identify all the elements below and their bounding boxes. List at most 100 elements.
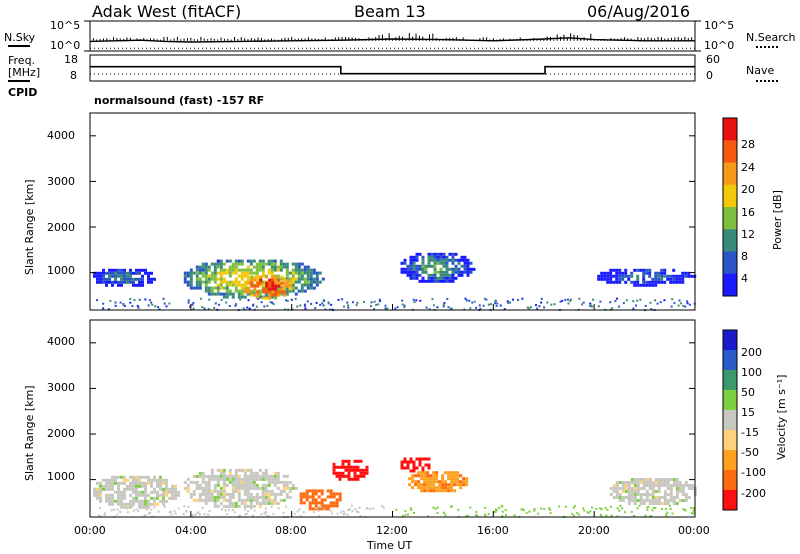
heatmap-cell <box>460 270 464 274</box>
power-heatmap <box>93 252 697 312</box>
heatmap-cell <box>329 509 332 512</box>
heatmap-cell <box>588 305 591 308</box>
heatmap-cell <box>204 495 208 499</box>
heatmap-cell <box>675 493 679 496</box>
heatmap-cell <box>153 478 156 482</box>
power-cbar-tick-12: 12 <box>741 228 755 241</box>
heatmap-cell <box>415 273 419 277</box>
heatmap-cell <box>359 515 362 518</box>
heatmap-cell <box>582 301 585 304</box>
xtick-6: 00:00 <box>678 524 710 537</box>
heatmap-cell <box>648 499 652 502</box>
heatmap-cell <box>268 296 272 300</box>
heatmap-cell <box>132 499 135 503</box>
heatmap-cell <box>138 298 141 301</box>
heatmap-cell <box>207 492 211 496</box>
heatmap-cell <box>105 484 108 488</box>
heatmap-cell <box>237 480 241 484</box>
heatmap-cell <box>111 493 114 497</box>
heatmap-cell <box>238 514 241 517</box>
heatmap-cell <box>409 261 413 265</box>
heatmap-cell <box>638 504 641 507</box>
heatmap-cell <box>243 483 247 487</box>
velocity-ylabel: Slant Range [km] <box>23 385 36 481</box>
heatmap-cell <box>651 283 655 287</box>
heatmap-cell <box>347 462 351 466</box>
heatmap-cell <box>417 474 421 478</box>
heatmap-cell <box>220 299 223 301</box>
heatmap-cell <box>302 492 306 496</box>
heatmap-cell <box>426 486 430 490</box>
heatmap-cell <box>195 474 199 478</box>
heatmap-cell <box>285 292 289 296</box>
heatmap-cell <box>282 486 286 490</box>
heatmap-cell <box>633 484 637 487</box>
heatmap-cell <box>153 277 156 281</box>
heatmap-cell <box>268 287 272 291</box>
heatmap-cell <box>639 283 643 287</box>
heatmap-cell <box>207 274 211 278</box>
heatmap-cell <box>204 280 208 284</box>
heatmap-cell <box>429 486 433 490</box>
heatmap-cell <box>344 474 348 478</box>
heatmap-cell <box>216 271 220 275</box>
heatmap-cell <box>657 502 661 505</box>
heatmap-cell <box>442 279 446 283</box>
heatmap-cell <box>108 496 111 500</box>
velocity-cbar-tick-neg50: -50 <box>741 446 759 459</box>
heatmap-cell <box>237 259 241 263</box>
colorbar-swatch <box>723 390 737 411</box>
heatmap-cell <box>216 492 220 496</box>
heatmap-cell <box>147 280 150 284</box>
heatmap-cell <box>460 258 464 262</box>
heatmap-cell <box>126 280 129 284</box>
heatmap-cell <box>274 290 278 294</box>
heatmap-cell <box>466 514 469 517</box>
heatmap-cell <box>618 271 622 275</box>
heatmap-cell <box>663 280 667 284</box>
heatmap-cell <box>335 492 339 496</box>
heatmap-cell <box>247 287 251 291</box>
heatmap-cell <box>294 271 298 275</box>
heatmap-cell <box>644 304 647 307</box>
heatmap-cell <box>216 474 220 478</box>
heatmap-cell <box>171 484 174 488</box>
heatmap-cell <box>117 271 120 275</box>
heatmap-cell <box>249 483 253 487</box>
heatmap-cell <box>686 302 689 305</box>
heatmap-cell <box>666 484 670 487</box>
heatmap-cell <box>663 299 666 302</box>
heatmap-cell <box>283 284 287 288</box>
heatmap-cell <box>213 489 217 493</box>
heatmap-cell <box>291 486 295 490</box>
heatmap-cell <box>255 265 259 269</box>
heatmap-cell <box>273 259 277 263</box>
heatmap-cell <box>678 277 682 281</box>
heatmap-cell <box>642 499 646 502</box>
heatmap-cell <box>648 487 652 490</box>
heatmap-cell <box>123 280 126 284</box>
heatmap-cell <box>648 493 652 496</box>
nsearch-label: N.Search <box>746 31 796 44</box>
heatmap-cell <box>255 501 259 505</box>
heatmap-cell <box>420 474 424 478</box>
colorbar-swatch <box>723 470 737 491</box>
heatmap-cell <box>401 303 404 306</box>
heatmap-cell <box>247 299 250 302</box>
heatmap-cell <box>654 496 658 499</box>
colorbar-swatch <box>723 273 737 297</box>
heatmap-cell <box>597 305 600 308</box>
heatmap-cell <box>186 274 190 278</box>
heatmap-cell <box>258 283 262 287</box>
heatmap-cell <box>219 283 223 287</box>
heatmap-cell <box>201 274 205 278</box>
heatmap-cell <box>306 286 310 290</box>
heatmap-cell <box>99 496 102 500</box>
heatmap-cell <box>441 477 445 481</box>
heatmap-cell <box>264 513 267 516</box>
heatmap-cell <box>450 505 453 508</box>
heatmap-cell <box>344 468 348 472</box>
heatmap-cell <box>129 493 132 497</box>
heatmap-cell <box>216 480 220 484</box>
heatmap-cell <box>243 492 247 496</box>
